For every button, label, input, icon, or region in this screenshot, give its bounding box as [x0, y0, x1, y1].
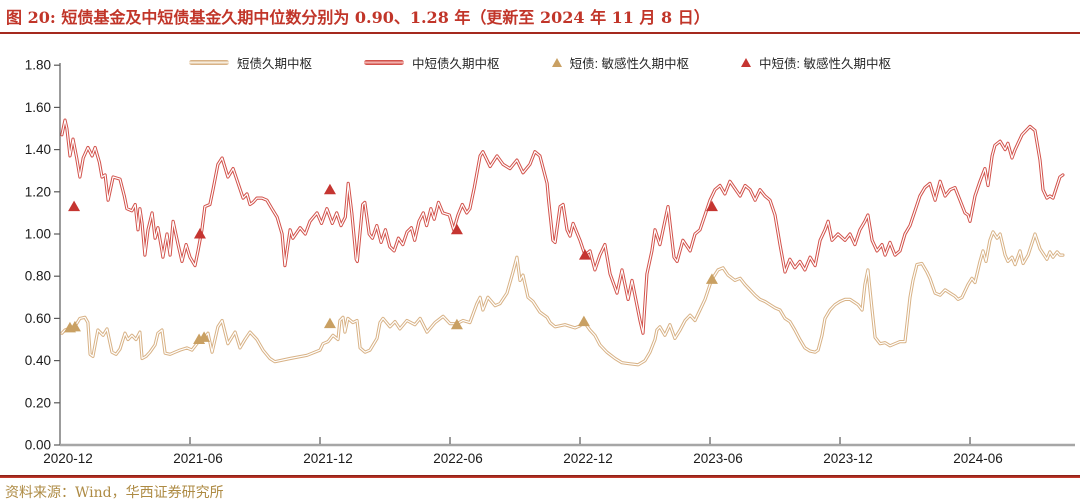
legend-label: 中短债久期中枢 [412, 57, 500, 71]
sensitivity-marker-1 [323, 183, 336, 195]
y-tick-label: 1.80 [25, 58, 51, 73]
sensitivity-marker-0 [705, 273, 718, 284]
y-tick-label: 1.40 [25, 142, 51, 157]
x-tick-label: 2022-12 [563, 451, 613, 466]
chart-legend: 短债久期中枢 中短债久期中枢 短债: 敏感性久期中枢 中短债: 敏感性久期中枢 [0, 53, 1080, 72]
x-tick-label: 2020-12 [43, 451, 93, 466]
title-divider [0, 32, 1080, 34]
sensitivity-marker-0 [68, 320, 81, 332]
series-line-0 [60, 230, 1065, 367]
mid-duration-line-icon [364, 60, 405, 65]
sensitivity-marker-1 [705, 200, 718, 212]
y-tick-label: 0.80 [25, 269, 51, 284]
y-tick-label: 1.60 [25, 100, 51, 115]
short-duration-line-icon [189, 60, 230, 65]
x-tick-label: 2024-06 [953, 451, 1003, 466]
legend-item-short-duration: 短债久期中枢 [189, 53, 312, 72]
sensitivity-marker-1 [450, 223, 463, 235]
y-tick-label: 0.00 [25, 438, 51, 453]
y-tick-label: 1.00 [25, 227, 51, 242]
legend-item-mid-sensitivity: 中短债: 敏感性久期中枢 [741, 53, 891, 72]
bottom-divider [0, 475, 1080, 478]
figure-title: 图 20: 短债基金及中短债基金久期中位数分别为 0.90、1.28 年（更新至… [6, 8, 710, 27]
short-sensitivity-triangle-icon [551, 58, 562, 67]
x-tick-label: 2022-06 [433, 451, 483, 466]
sensitivity-marker-0 [577, 315, 590, 327]
sensitivity-marker-0 [198, 331, 211, 342]
data-source-note: 资料来源：Wind，华西证券研究所 [5, 485, 224, 501]
legend-item-short-sensitivity: 短债: 敏感性久期中枢 [551, 53, 690, 72]
mid-sensitivity-triangle-icon [741, 58, 752, 67]
series-line-1 [60, 118, 1065, 335]
legend-label: 短债: 敏感性久期中枢 [569, 57, 690, 71]
legend-label: 短债久期中枢 [237, 57, 313, 71]
sensitivity-marker-1 [578, 249, 591, 260]
sensitivity-marker-0 [323, 317, 336, 329]
sensitivity-marker-1 [68, 200, 81, 212]
legend-item-mid-duration: 中短债久期中枢 [364, 53, 500, 72]
x-tick-label: 2023-06 [693, 451, 743, 466]
legend-label: 中短债: 敏感性久期中枢 [759, 57, 891, 71]
y-tick-label: 0.40 [25, 353, 51, 368]
sensitivity-marker-0 [450, 318, 463, 330]
sensitivity-marker-1 [193, 228, 206, 239]
y-tick-label: 0.60 [25, 311, 51, 326]
y-tick-label: 0.20 [25, 395, 51, 410]
x-tick-label: 2021-06 [173, 451, 223, 466]
x-tick-label: 2021-12 [303, 451, 353, 466]
x-tick-label: 2023-12 [823, 451, 873, 466]
series-line-core-1 [61, 119, 1064, 334]
y-tick-label: 1.20 [25, 184, 51, 199]
